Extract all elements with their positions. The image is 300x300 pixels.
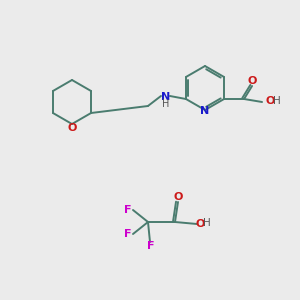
Text: F: F [124, 229, 132, 239]
Text: O: O [173, 192, 183, 202]
Text: H: H [162, 99, 169, 109]
Text: O: O [266, 96, 275, 106]
Text: H: H [203, 218, 211, 228]
Text: O: O [248, 76, 257, 86]
Text: F: F [124, 205, 132, 215]
Text: N: N [200, 106, 210, 116]
Text: F: F [147, 241, 155, 251]
Text: H: H [273, 96, 281, 106]
Text: N: N [161, 92, 171, 102]
Text: O: O [67, 123, 77, 133]
Text: O: O [195, 219, 205, 229]
